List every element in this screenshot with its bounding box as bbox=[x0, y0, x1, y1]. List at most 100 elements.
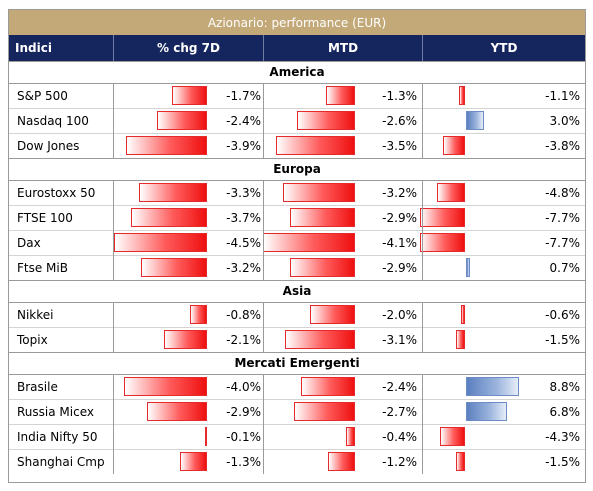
ytd-value: -7.7% bbox=[545, 210, 580, 225]
chg7d-bar bbox=[114, 233, 207, 252]
ytd-value: -4.3% bbox=[545, 429, 580, 444]
ytd-value: -7.7% bbox=[545, 235, 580, 250]
row-divider bbox=[9, 399, 585, 400]
section-divider bbox=[9, 352, 585, 353]
ytd-bar bbox=[456, 330, 465, 349]
column-divider bbox=[422, 302, 423, 352]
section-divider bbox=[9, 280, 585, 281]
column-divider bbox=[113, 180, 114, 280]
ytd-value: -4.8% bbox=[545, 185, 580, 200]
mtd-bar bbox=[328, 452, 355, 471]
section-divider bbox=[9, 302, 585, 303]
chg7d-bar bbox=[180, 452, 207, 471]
mtd-bar bbox=[285, 330, 355, 349]
chg7d-value: -1.3% bbox=[226, 454, 261, 469]
chg7d-value: -4.5% bbox=[226, 235, 261, 250]
mtd-value: -3.5% bbox=[382, 138, 417, 153]
section-label: Europa bbox=[273, 162, 321, 176]
row-divider bbox=[9, 424, 585, 425]
ytd-bar bbox=[437, 183, 465, 202]
mtd-bar bbox=[294, 402, 355, 421]
mtd-bar bbox=[290, 208, 355, 227]
column-divider bbox=[263, 180, 264, 280]
chg7d-bar bbox=[126, 136, 207, 155]
ytd-bar bbox=[466, 258, 470, 277]
mtd-value: -2.0% bbox=[382, 307, 417, 322]
mtd-value: -0.4% bbox=[382, 429, 417, 444]
chg7d-value: -1.7% bbox=[226, 88, 261, 103]
header-indici: Indici bbox=[15, 41, 52, 55]
index-name: Nasdaq 100 bbox=[17, 113, 89, 128]
chg7d-bar bbox=[141, 258, 207, 277]
mtd-value: -4.1% bbox=[382, 235, 417, 250]
header-divider bbox=[263, 35, 264, 61]
section-label: America bbox=[269, 65, 325, 79]
header-ytd: YTD bbox=[490, 41, 518, 55]
chg7d-bar bbox=[124, 377, 207, 396]
ytd-bar bbox=[440, 427, 465, 446]
mtd-bar bbox=[290, 258, 355, 277]
chg7d-value: -3.2% bbox=[226, 260, 261, 275]
mtd-bar bbox=[263, 233, 355, 252]
ytd-bar bbox=[443, 136, 465, 155]
ytd-bar bbox=[466, 377, 519, 396]
row-divider bbox=[9, 327, 585, 328]
mtd-bar bbox=[283, 183, 355, 202]
row-divider bbox=[9, 205, 585, 206]
chg7d-bar bbox=[147, 402, 207, 421]
ytd-bar bbox=[456, 452, 465, 471]
chg7d-bar bbox=[190, 305, 207, 324]
chg7d-value: -3.7% bbox=[226, 210, 261, 225]
ytd-value: 8.8% bbox=[549, 379, 581, 394]
index-name: Topix bbox=[17, 332, 48, 347]
index-name: Nikkei bbox=[17, 307, 54, 322]
header-chg7d: % chg 7D bbox=[157, 41, 220, 55]
row-divider bbox=[9, 108, 585, 109]
ytd-bar bbox=[420, 233, 465, 252]
index-name: Eurostoxx 50 bbox=[17, 185, 96, 200]
section-divider bbox=[9, 158, 585, 159]
mtd-bar bbox=[276, 136, 355, 155]
index-name: Dow Jones bbox=[17, 138, 80, 153]
mtd-bar bbox=[301, 377, 355, 396]
ytd-value: -0.6% bbox=[545, 307, 580, 322]
mtd-value: -2.4% bbox=[382, 379, 417, 394]
ytd-value: -1.5% bbox=[545, 332, 580, 347]
column-divider bbox=[263, 302, 264, 352]
chg7d-bar bbox=[205, 427, 207, 446]
index-name: Brasile bbox=[17, 379, 58, 394]
column-divider bbox=[113, 302, 114, 352]
chg7d-value: -2.9% bbox=[226, 404, 261, 419]
section-label: Asia bbox=[282, 284, 312, 298]
row-divider bbox=[9, 449, 585, 450]
mtd-bar bbox=[326, 86, 355, 105]
column-divider bbox=[422, 180, 423, 280]
ytd-value: 3.0% bbox=[549, 113, 581, 128]
column-divider bbox=[422, 374, 423, 474]
row-divider bbox=[9, 133, 585, 134]
chg7d-bar bbox=[139, 183, 207, 202]
chg7d-bar bbox=[164, 330, 207, 349]
ytd-value: 6.8% bbox=[549, 404, 581, 419]
ytd-bar bbox=[466, 111, 484, 130]
mtd-value: -3.2% bbox=[382, 185, 417, 200]
chg7d-value: -0.8% bbox=[226, 307, 261, 322]
section-divider bbox=[9, 83, 585, 84]
index-name: Dax bbox=[17, 235, 41, 250]
index-name: S&P 500 bbox=[17, 88, 68, 103]
mtd-value: -2.9% bbox=[382, 260, 417, 275]
section-divider bbox=[9, 61, 585, 62]
ytd-value: 0.7% bbox=[549, 260, 581, 275]
chg7d-bar bbox=[157, 111, 207, 130]
column-divider bbox=[263, 83, 264, 158]
chg7d-value: -3.9% bbox=[226, 138, 261, 153]
row-divider bbox=[9, 255, 585, 256]
mtd-value: -1.3% bbox=[382, 88, 417, 103]
chg7d-value: -0.1% bbox=[226, 429, 261, 444]
header-mtd: MTD bbox=[327, 41, 359, 55]
ytd-bar bbox=[466, 402, 507, 421]
chg7d-bar bbox=[131, 208, 207, 227]
section-divider bbox=[9, 374, 585, 375]
ytd-bar bbox=[420, 208, 465, 227]
mtd-value: -2.6% bbox=[382, 113, 417, 128]
